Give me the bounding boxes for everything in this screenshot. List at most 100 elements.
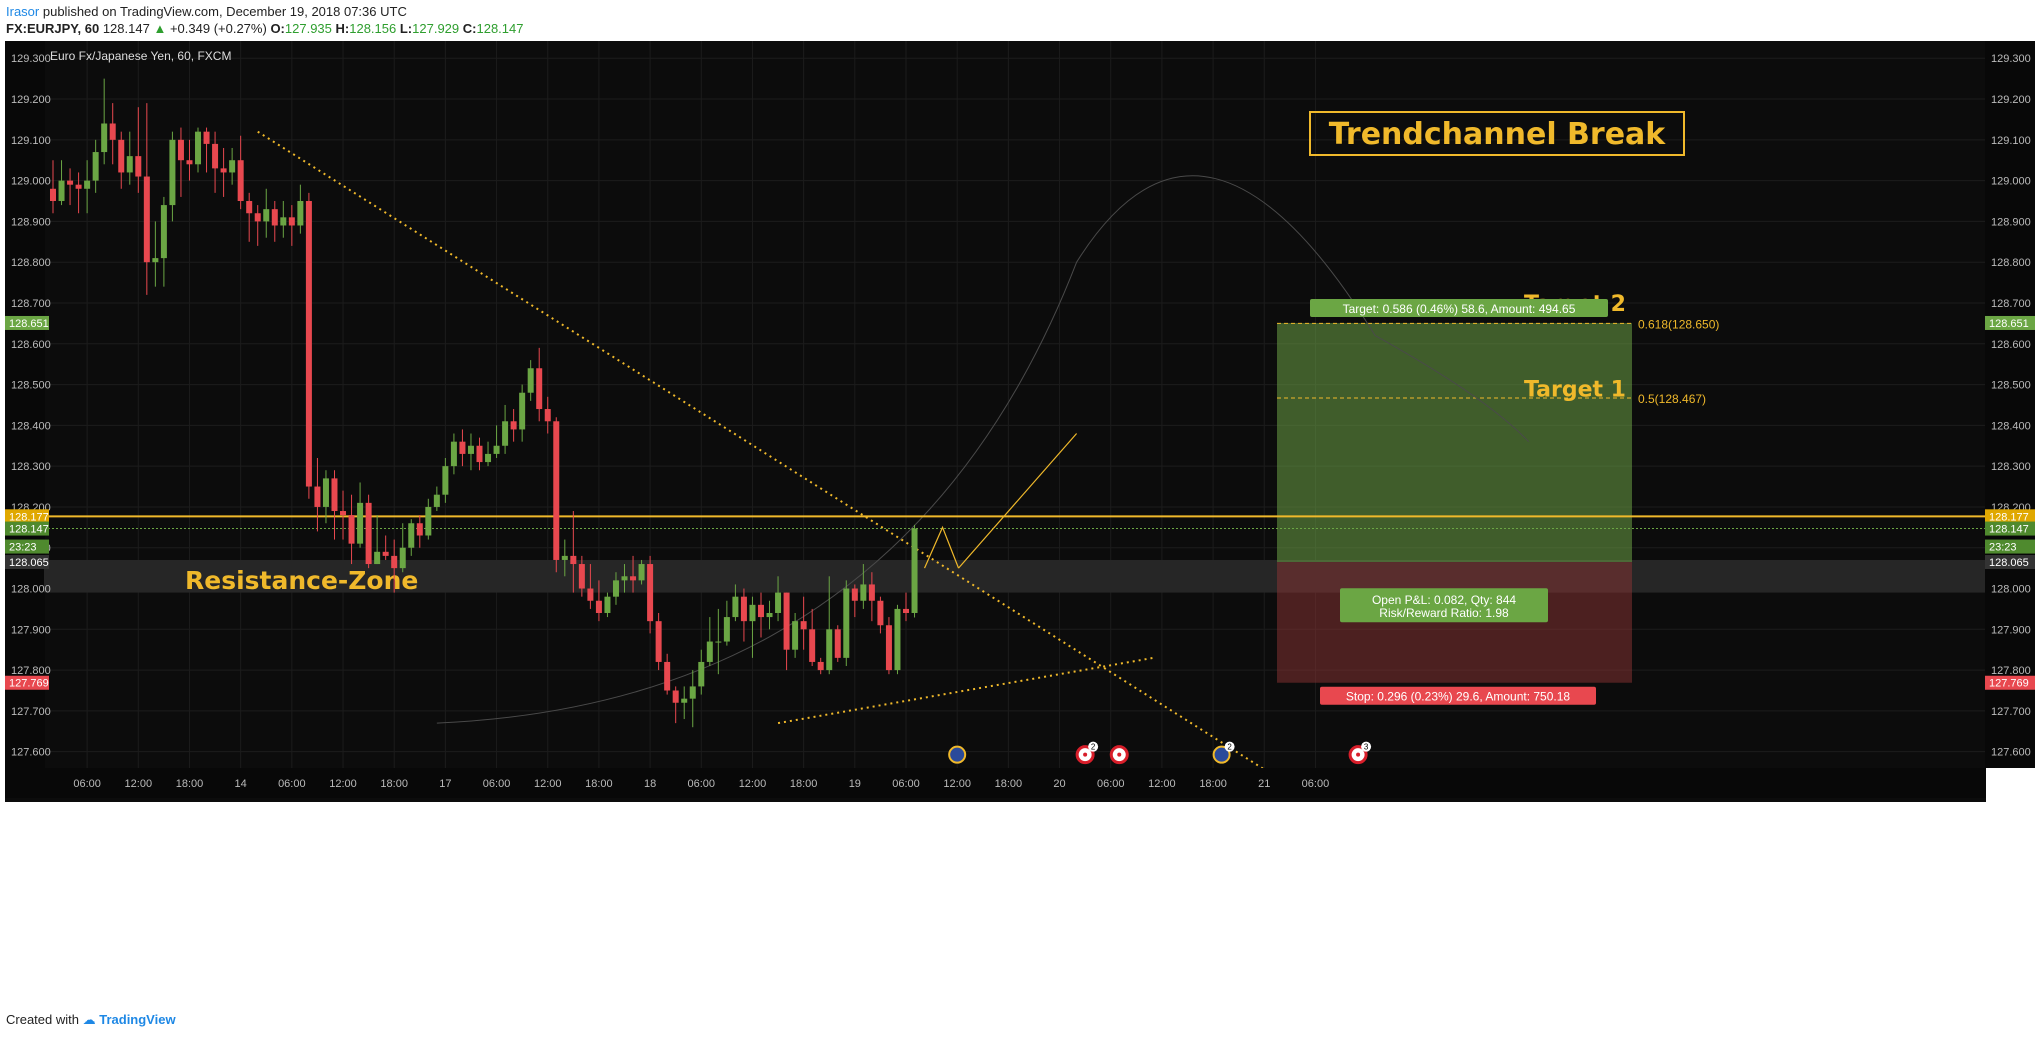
target-info-box-bg	[1310, 298, 1608, 317]
ohlc-header: FX:EURJPY, 60 128.147 ▲ +0.349 (+0.27%) …	[6, 21, 523, 36]
right-axis-tick: 128.300	[1991, 461, 2031, 473]
candle-body	[254, 213, 261, 222]
candle-body	[101, 123, 108, 153]
author-link[interactable]: Irasor	[6, 4, 40, 19]
right-axis-tick: 129.100	[1991, 135, 2031, 147]
candle-body	[493, 445, 500, 454]
countdown-tag-right: 23:23	[1989, 542, 2017, 554]
price-chart[interactable]: Resistance-Zone 0.618(128.650) 0.5(128.467…	[0, 41, 2041, 1002]
candle-body	[595, 600, 602, 613]
time-axis-tick: 17	[439, 778, 451, 790]
candle-body	[851, 588, 858, 601]
candle-body	[58, 180, 65, 202]
tradingview-link[interactable]: TradingView	[99, 1012, 176, 1027]
close-label: C:	[462, 21, 477, 36]
last-price: 128.147	[102, 21, 150, 36]
candle-body	[527, 368, 534, 393]
low-label: L:	[399, 21, 413, 36]
up-arrow-icon: ▲	[153, 21, 167, 36]
candle-body	[220, 168, 227, 173]
high-value: 128.156	[349, 21, 397, 36]
entry-price-tag-right-bg	[1985, 555, 2035, 570]
candle-body	[391, 555, 398, 569]
left-axis-tick: 128.900	[11, 216, 51, 228]
open-pnl-text: Open P&L: 0.082, Qty: 844	[1372, 593, 1516, 607]
time-axis-tick: 18:00	[585, 778, 613, 790]
event-badge	[1361, 741, 1372, 752]
candle-body	[322, 478, 329, 507]
hline-price-tag-right: 128.177	[1989, 511, 2029, 523]
candle-body	[698, 661, 705, 687]
candle-body	[826, 629, 833, 671]
symbol-label: FX:EURJPY, 60	[6, 21, 100, 36]
candle-body	[647, 564, 654, 622]
candle-body	[109, 123, 116, 140]
right-axis-tick: 128.500	[1991, 380, 2031, 392]
projection-arrow-large	[958, 433, 1078, 569]
arc-curve	[436, 175, 1530, 724]
candle-body	[459, 441, 466, 454]
candle-body	[510, 421, 517, 430]
candle-body	[732, 596, 739, 618]
right-axis-tick: 128.900	[1991, 216, 2031, 228]
target-price-tag-right-bg	[1985, 315, 2035, 330]
footer: Created with ☁ TradingView	[6, 1012, 176, 1028]
time-axis-tick: 06:00	[278, 778, 306, 790]
event-icon-center	[1356, 752, 1361, 757]
candle-body	[160, 205, 167, 259]
candle-body	[604, 596, 611, 613]
left-axis-tick: 128.700	[11, 298, 51, 310]
candle-body	[561, 555, 568, 560]
time-axis-tick: 06:00	[73, 778, 101, 790]
candle-body	[263, 209, 270, 222]
right-axis-tick: 128.000	[1991, 584, 2031, 596]
candle-body	[365, 502, 372, 565]
countdown-tag-left: 23:23	[9, 542, 37, 554]
stop-info-box: Stop: 0.296 (0.23%) 29.6, Amount: 750.18	[1346, 690, 1570, 704]
candle-body	[485, 453, 492, 463]
created-with-text: Created with	[6, 1012, 79, 1027]
candle-body	[177, 139, 184, 161]
candle-body	[297, 201, 304, 226]
candle-body	[75, 184, 82, 189]
hline-price-tag-left: 128.177	[9, 511, 49, 523]
left-price-scale	[5, 41, 45, 768]
candle-body	[340, 511, 347, 516]
candle-body	[467, 445, 474, 454]
time-axis-tick: 12:00	[125, 778, 153, 790]
candle-body	[433, 494, 440, 507]
time-axis-tick: 20	[1053, 778, 1065, 790]
left-axis-tick: 128.600	[11, 339, 51, 351]
open-label: O:	[270, 21, 285, 36]
stop-price-tag-right-bg	[1985, 675, 2035, 690]
candle-body	[118, 139, 125, 173]
left-axis-tick: 127.800	[11, 665, 51, 677]
last-price-tag-left-bg	[5, 521, 49, 536]
left-axis-tick: 127.700	[11, 706, 51, 718]
left-axis-tick: 128.300	[11, 461, 51, 473]
publish-text: published on TradingView.com, December 1…	[42, 4, 407, 19]
right-axis-tick: 129.200	[1991, 94, 2031, 106]
candle-body	[911, 528, 918, 613]
candle-body	[587, 588, 594, 601]
candle-body	[578, 564, 585, 589]
risk-reward-text: Risk/Reward Ratio: 1.98	[1379, 606, 1509, 620]
candle-body	[655, 621, 662, 662]
fib-level-label: 0.618(128.650)	[1638, 317, 1719, 331]
time-axis	[5, 768, 1986, 798]
time-axis-tick: 18:00	[380, 778, 408, 790]
economic-event-icon	[948, 745, 967, 764]
right-axis-tick: 128.800	[1991, 257, 2031, 269]
price-change: +0.349 (+0.27%)	[169, 21, 267, 36]
candle-body	[689, 686, 696, 699]
candle-body	[229, 160, 236, 173]
event-icon-center	[1083, 752, 1088, 757]
candle-body	[757, 604, 764, 618]
candle-body	[664, 661, 671, 691]
candle-body	[348, 515, 355, 544]
time-axis-tick: 18	[644, 778, 656, 790]
time-axis-tick: 19	[849, 778, 861, 790]
last-price-tag-right: 128.147	[1989, 524, 2029, 536]
target-info-box: Target: 0.586 (0.46%) 58.6, Amount: 494.…	[1343, 302, 1576, 316]
candle-body	[681, 698, 688, 703]
